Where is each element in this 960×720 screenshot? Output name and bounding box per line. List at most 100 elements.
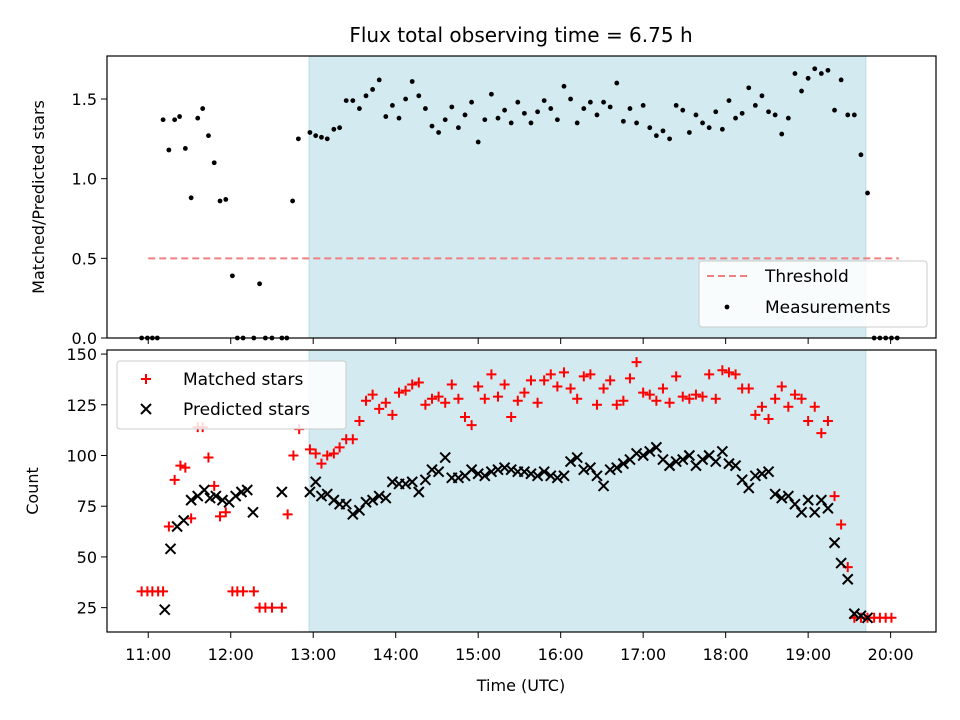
- measurement-point: [257, 281, 263, 287]
- chart-title: Flux total observing time = 6.75 h: [349, 23, 692, 47]
- y-tick-label: 125: [66, 396, 97, 415]
- measurement-point: [495, 115, 501, 121]
- measurement-point: [429, 123, 435, 129]
- matched-star-point: [380, 397, 391, 408]
- matched-star-point: [479, 393, 490, 404]
- matched-star-point: [783, 401, 794, 412]
- x-tick-label: 17:00: [620, 645, 666, 664]
- measurement-point: [647, 125, 653, 131]
- measurement-point: [195, 115, 201, 121]
- y-tick-label: 1.5: [72, 90, 97, 109]
- bottom-y-axis-label: Count: [23, 467, 42, 515]
- measurement-point: [313, 133, 319, 139]
- bottom-panel-frame: [106, 349, 937, 633]
- matched-star-point: [796, 393, 807, 404]
- measurement-point: [217, 198, 223, 204]
- matched-star-point: [624, 373, 635, 384]
- predicted-star-point: [630, 447, 643, 460]
- predicted-star-point: [749, 470, 762, 482]
- measurement-point: [726, 98, 732, 104]
- predicted-star-point: [276, 486, 288, 498]
- predicted-star-point: [419, 474, 432, 486]
- matched-star-point: [367, 389, 378, 400]
- predicted-star-point: [710, 455, 722, 468]
- matched-star-point: [836, 519, 847, 530]
- matched-star-point: [459, 411, 470, 422]
- matched-star-point: [638, 387, 649, 398]
- predicted-star-point: [373, 490, 385, 502]
- measurement-point: [627, 106, 633, 111]
- predicted-star-point: [505, 463, 517, 476]
- predicted-star-point: [353, 504, 366, 516]
- predicted-star-point: [564, 455, 577, 468]
- matched-star-point: [361, 395, 372, 406]
- matched-star-point: [288, 450, 299, 461]
- measurement-point: [390, 102, 395, 108]
- matched-star-point: [525, 375, 536, 386]
- predicted-star-point: [198, 484, 211, 496]
- matched-star-point: [697, 391, 708, 402]
- measurement-point: [825, 67, 831, 73]
- matched-star-point: [169, 474, 180, 485]
- measurement-point: [686, 130, 692, 135]
- matched-star-point: [829, 491, 840, 502]
- predicted-star-point: [545, 470, 557, 482]
- predicted-star-point: [426, 463, 438, 476]
- measurement-point: [416, 93, 422, 99]
- predicted-star-point: [159, 603, 171, 616]
- predicted-star-point: [663, 459, 676, 472]
- measurement-point: [845, 112, 851, 118]
- predicted-star-point: [723, 457, 735, 470]
- measurements-legend-label: Measurements: [765, 298, 891, 318]
- measurement-point: [211, 160, 217, 166]
- predicted-star-point: [452, 472, 465, 484]
- predicted-star-point: [815, 494, 828, 506]
- measurement-point: [713, 109, 719, 115]
- measurement-point: [343, 98, 349, 104]
- matched-star-point: [618, 395, 629, 406]
- matched-star-point: [519, 387, 530, 398]
- matched-star-point: [684, 393, 695, 404]
- matched-star-point: [677, 391, 688, 402]
- measurement-point: [706, 125, 712, 131]
- measurements-legend-marker: [724, 304, 730, 310]
- measurement-point: [673, 102, 679, 108]
- matched-star-point: [180, 462, 191, 473]
- matched-star-point: [420, 399, 431, 410]
- matched-star-point: [433, 391, 444, 402]
- predicted-star-point: [670, 455, 682, 468]
- observing-span: [308, 349, 867, 633]
- y-tick-label: 50: [77, 548, 97, 567]
- matched-star-point: [310, 448, 321, 459]
- measurement-point: [475, 139, 481, 145]
- y-tick-label: 0.5: [72, 249, 97, 268]
- measurement-point: [759, 93, 765, 99]
- matched-star-point: [809, 401, 820, 412]
- matched-star-point: [756, 401, 767, 412]
- matched-star-point: [565, 383, 576, 394]
- predicted-star-point: [247, 506, 259, 519]
- predicted-star-point: [842, 573, 854, 585]
- matched-star-point: [763, 413, 774, 424]
- matched-star-point: [506, 411, 517, 422]
- predicted-star-point: [465, 463, 478, 476]
- measurement-point: [528, 120, 534, 126]
- predicted-star-point: [650, 441, 663, 454]
- predicted-star-point: [809, 506, 821, 519]
- predicted-star-point: [309, 476, 322, 488]
- predicted-star-point: [677, 453, 689, 466]
- measurement-point: [376, 77, 382, 83]
- measurement-point: [331, 126, 337, 132]
- matched-star-point: [407, 379, 418, 390]
- measurement-point: [634, 120, 639, 126]
- measurement-point: [561, 83, 567, 89]
- measurement-point: [660, 128, 666, 134]
- matched-star-point: [743, 383, 754, 394]
- matched-star-point: [387, 409, 398, 420]
- matched-star-point: [657, 383, 668, 394]
- measurement-point: [752, 102, 758, 108]
- matched-star-point: [598, 383, 609, 394]
- measurement-point: [521, 110, 527, 116]
- measurement-point: [812, 66, 818, 72]
- predicted-star-point: [571, 451, 583, 464]
